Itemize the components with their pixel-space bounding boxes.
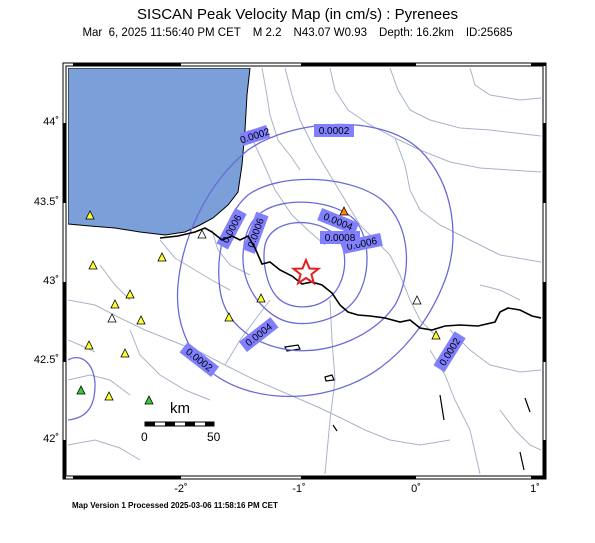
- event-magnitude: M 2.2: [252, 27, 282, 39]
- triangle-icon[interactable]: [104, 391, 114, 401]
- triangle-icon[interactable]: [197, 229, 207, 239]
- triangle-icon[interactable]: [76, 385, 86, 395]
- lon-tick-label: 0˚: [411, 483, 421, 495]
- triangle-icon[interactable]: [431, 330, 441, 340]
- map-frame: [62, 62, 547, 480]
- event-info: Mar 6, 2025 11:56:40 PM CET M 2.2 N43.07 W…: [0, 27, 595, 39]
- contour-0004-ring: [218, 178, 408, 352]
- lat-tick-label: 42.5˚: [33, 354, 59, 366]
- lat-tick-label: 42˚: [43, 433, 59, 445]
- event-id: ID:25685: [465, 27, 513, 39]
- event-date: Mar 6, 2025 11:56:40 PM CET: [82, 27, 241, 39]
- triangle-icon[interactable]: [85, 210, 95, 220]
- triangle-icon[interactable]: [88, 260, 98, 270]
- contour-0002-west: [68, 357, 96, 421]
- map-title: SISCAN Peak Velocity Map (in cm/s) : Pyr…: [137, 6, 458, 23]
- triangle-icon[interactable]: [125, 289, 135, 299]
- triangle-icon[interactable]: [84, 340, 94, 350]
- country-border: [159, 227, 541, 331]
- lakes: [284, 344, 531, 471]
- contour-0002-outer: [176, 123, 454, 398]
- lat-tick-label: 43˚: [43, 275, 59, 287]
- scale-end: 50: [207, 430, 221, 444]
- contour-label: 0.0002: [314, 124, 354, 137]
- triangle-icon[interactable]: [110, 299, 120, 309]
- scale-start: 0: [141, 430, 148, 444]
- scale-bar: km 0 50: [141, 400, 221, 444]
- triangle-icon[interactable]: [136, 315, 146, 325]
- contour-label: 0.0008: [320, 231, 360, 244]
- contour-lines: [68, 123, 454, 421]
- triangle-icon[interactable]: [107, 313, 117, 323]
- star-icon[interactable]: [290, 257, 322, 286]
- contour-0006-ring: [242, 201, 368, 325]
- svg-text:0.0002: 0.0002: [319, 126, 350, 137]
- triangle-icon[interactable]: [157, 252, 167, 262]
- triangle-icon[interactable]: [256, 293, 266, 303]
- lon-tick-label: 1˚: [530, 483, 540, 495]
- triangle-icon[interactable]: [224, 312, 234, 322]
- map-version-footer: Map Version 1 Processed 2025-03-06 11:58…: [72, 501, 278, 510]
- event-location: N43.07 W0.93: [293, 27, 368, 39]
- lat-tick-label: 44˚: [43, 116, 59, 128]
- triangle-icon[interactable]: [144, 395, 154, 405]
- lat-tick-label: 43.5˚: [33, 196, 59, 208]
- lon-tick-label: -2˚: [174, 483, 188, 495]
- sea-area: [68, 68, 251, 236]
- stations: [76, 206, 441, 405]
- svg-text:0.0008: 0.0008: [325, 233, 356, 244]
- triangle-icon[interactable]: [120, 348, 130, 358]
- triangle-icon[interactable]: [339, 206, 349, 216]
- scale-unit: km: [170, 400, 190, 417]
- event-depth: Depth: 16.2km: [379, 27, 454, 39]
- triangle-icon[interactable]: [412, 295, 422, 305]
- lon-tick-label: -1˚: [292, 483, 306, 495]
